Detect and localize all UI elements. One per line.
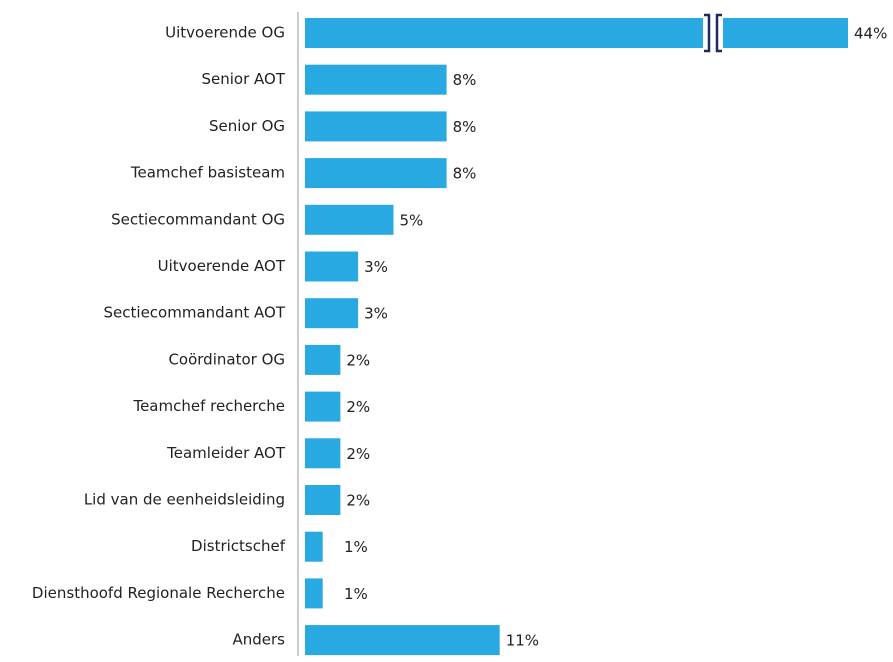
category-label: Teamchef recherche	[132, 397, 285, 415]
value-label: 2%	[346, 398, 370, 416]
bar	[305, 344, 341, 375]
category-label: Sectiecommandant AOT	[104, 304, 286, 322]
category-label: Anders	[233, 631, 286, 649]
value-label: 3%	[364, 305, 388, 323]
value-label: 1%	[344, 585, 368, 603]
category-label: Sectiecommandant OG	[111, 210, 285, 228]
value-label: 44%	[854, 25, 887, 43]
category-label: Districtschef	[191, 537, 286, 555]
bar	[305, 485, 341, 515]
bar	[305, 625, 500, 656]
bar	[305, 111, 447, 142]
value-label: 2%	[346, 492, 370, 510]
bar	[305, 391, 341, 422]
bar	[305, 18, 703, 48]
category-label: Teamleider AOT	[166, 444, 286, 462]
value-label: 1%	[344, 538, 368, 556]
bar	[305, 204, 394, 235]
value-label: 8%	[453, 71, 477, 89]
category-label: Senior AOT	[201, 70, 285, 88]
bar	[305, 251, 359, 282]
value-label: 5%	[400, 211, 424, 229]
value-label: 2%	[346, 445, 370, 463]
category-label: Senior OG	[209, 117, 285, 135]
category-label: Uitvoerende AOT	[158, 257, 286, 275]
category-label: Coördinator OG	[168, 350, 285, 368]
value-label: 8%	[453, 165, 477, 183]
bar	[305, 64, 447, 95]
bar-continuation	[723, 18, 848, 48]
value-label: 8%	[453, 118, 477, 136]
category-label: Lid van de eenheidsleiding	[84, 491, 285, 509]
bar	[305, 298, 359, 329]
bar	[305, 438, 341, 469]
axis-break	[704, 13, 711, 53]
bar	[305, 531, 323, 562]
bar	[305, 578, 323, 609]
axis-break	[715, 13, 722, 53]
value-label: 2%	[346, 351, 370, 369]
value-label: 11%	[506, 632, 539, 650]
category-label: Teamchef basisteam	[130, 164, 285, 182]
category-label: Diensthoofd Regionale Recherche	[32, 584, 285, 602]
category-label: Uitvoerende OG	[165, 24, 285, 42]
value-label: 3%	[364, 258, 388, 276]
bar	[305, 158, 447, 189]
